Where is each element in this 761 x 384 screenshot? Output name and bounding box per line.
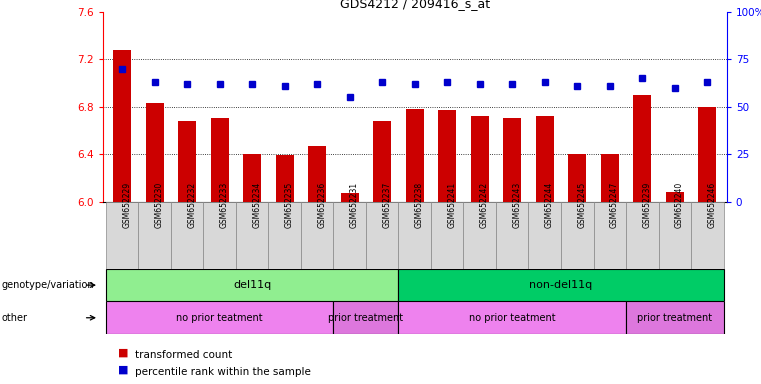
Text: GSM652247: GSM652247 bbox=[610, 182, 619, 228]
Text: GSM652241: GSM652241 bbox=[447, 182, 457, 228]
Bar bbox=[301, 202, 333, 269]
Bar bbox=[203, 202, 236, 269]
Text: GSM652244: GSM652244 bbox=[545, 182, 554, 228]
Bar bbox=[139, 202, 171, 269]
Bar bbox=[171, 202, 203, 269]
Text: transformed count: transformed count bbox=[135, 350, 232, 360]
Bar bbox=[626, 301, 724, 334]
Bar bbox=[528, 202, 561, 269]
Text: GSM652237: GSM652237 bbox=[382, 182, 391, 228]
Bar bbox=[658, 202, 691, 269]
Text: GSM652233: GSM652233 bbox=[220, 182, 229, 228]
Bar bbox=[146, 103, 164, 202]
Bar bbox=[399, 269, 724, 301]
Bar bbox=[399, 202, 431, 269]
Bar bbox=[666, 192, 683, 202]
Bar bbox=[275, 155, 294, 202]
Bar bbox=[333, 202, 366, 269]
Bar bbox=[178, 121, 196, 202]
Bar bbox=[496, 202, 528, 269]
Text: other: other bbox=[2, 313, 27, 323]
Bar bbox=[269, 202, 301, 269]
Bar bbox=[431, 202, 463, 269]
Bar bbox=[561, 202, 594, 269]
Text: GSM652235: GSM652235 bbox=[285, 182, 294, 228]
Text: no prior teatment: no prior teatment bbox=[469, 313, 556, 323]
Bar bbox=[106, 301, 333, 334]
Bar bbox=[568, 154, 586, 202]
Bar bbox=[536, 116, 554, 202]
Text: GSM652239: GSM652239 bbox=[642, 182, 651, 228]
Bar bbox=[211, 118, 228, 202]
Text: ■: ■ bbox=[118, 364, 132, 374]
Text: GSM652240: GSM652240 bbox=[675, 182, 683, 228]
Bar bbox=[503, 118, 521, 202]
Text: GSM652230: GSM652230 bbox=[154, 182, 164, 228]
Bar bbox=[691, 202, 724, 269]
Bar bbox=[601, 154, 619, 202]
Text: ■: ■ bbox=[118, 347, 132, 357]
Text: GSM652234: GSM652234 bbox=[252, 182, 261, 228]
Bar bbox=[399, 301, 626, 334]
Text: no prior teatment: no prior teatment bbox=[177, 313, 263, 323]
Bar bbox=[374, 121, 391, 202]
Text: GSM652229: GSM652229 bbox=[123, 182, 131, 228]
Bar bbox=[366, 202, 399, 269]
Bar bbox=[113, 50, 131, 202]
Title: GDS4212 / 209416_s_at: GDS4212 / 209416_s_at bbox=[339, 0, 490, 10]
Text: GSM652245: GSM652245 bbox=[578, 182, 586, 228]
Bar bbox=[333, 301, 399, 334]
Text: GSM652243: GSM652243 bbox=[512, 182, 521, 228]
Text: GSM652231: GSM652231 bbox=[350, 182, 358, 228]
Text: prior treatment: prior treatment bbox=[329, 313, 403, 323]
Text: percentile rank within the sample: percentile rank within the sample bbox=[135, 367, 310, 377]
Text: non-del11q: non-del11q bbox=[530, 280, 593, 290]
Bar bbox=[633, 95, 651, 202]
Text: GSM652232: GSM652232 bbox=[187, 182, 196, 228]
Text: GSM652242: GSM652242 bbox=[479, 182, 489, 228]
Text: prior treatment: prior treatment bbox=[637, 313, 712, 323]
Bar bbox=[463, 202, 496, 269]
Text: GSM652236: GSM652236 bbox=[317, 182, 326, 228]
Bar bbox=[236, 202, 269, 269]
Bar bbox=[438, 110, 456, 202]
Text: GSM652238: GSM652238 bbox=[415, 182, 424, 228]
Bar bbox=[341, 193, 358, 202]
Text: del11q: del11q bbox=[233, 280, 272, 290]
Bar bbox=[699, 107, 716, 202]
Text: GSM652246: GSM652246 bbox=[707, 182, 716, 228]
Bar bbox=[626, 202, 658, 269]
Bar bbox=[471, 116, 489, 202]
Bar bbox=[106, 269, 399, 301]
Bar bbox=[244, 154, 261, 202]
Bar bbox=[106, 202, 139, 269]
Text: genotype/variation: genotype/variation bbox=[2, 280, 94, 290]
Bar bbox=[594, 202, 626, 269]
Bar bbox=[406, 109, 424, 202]
Bar bbox=[308, 146, 326, 202]
